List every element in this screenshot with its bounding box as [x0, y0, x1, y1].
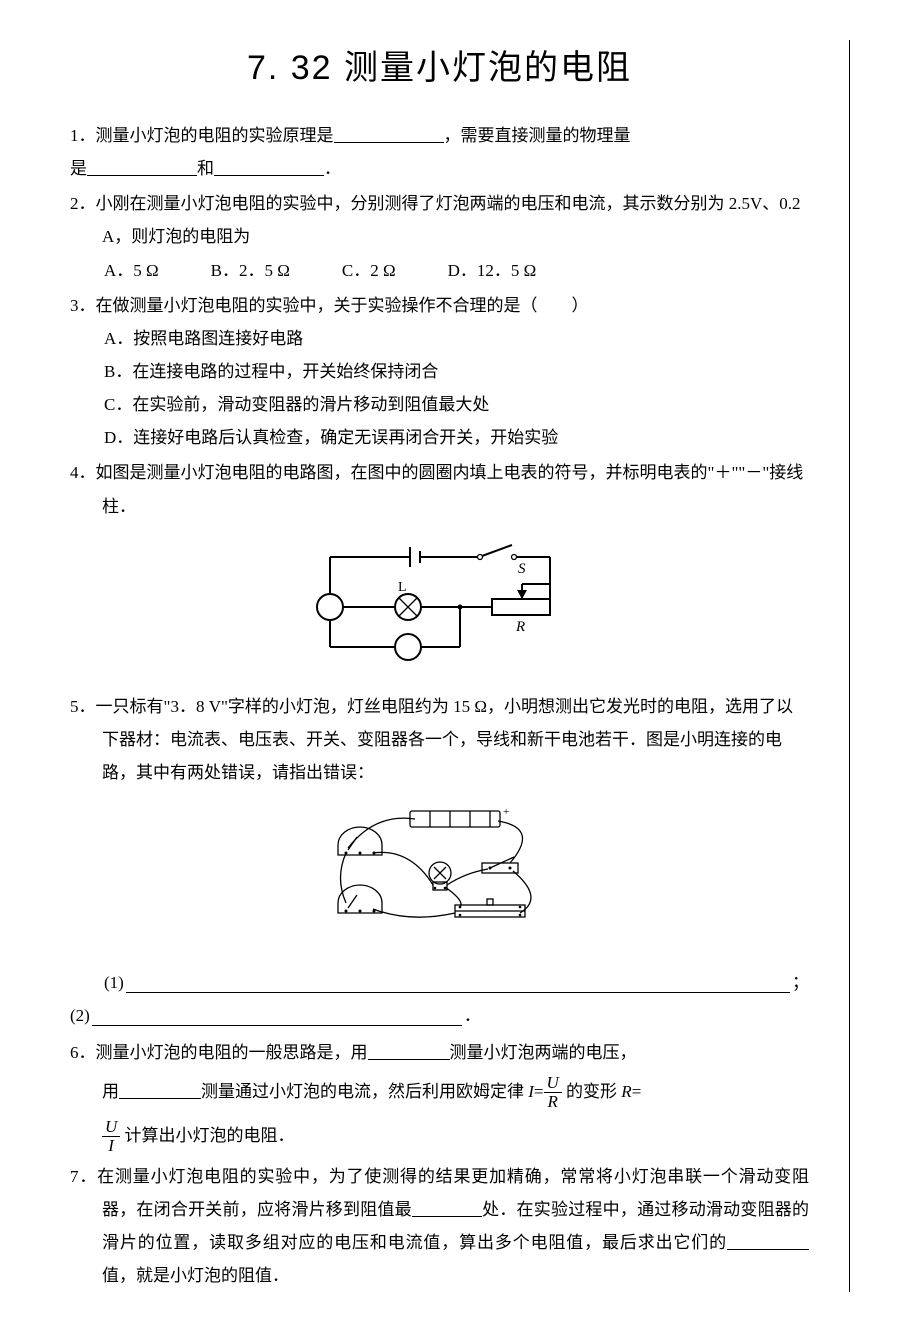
q3-opt-d[interactable]: D．连接好电路后认真检查，确定无误再闭合开关，开始实验	[104, 421, 809, 454]
q3-text: 在做测量小灯泡电阻的实验中，关于实验操作不合理的是（ ）	[96, 296, 589, 315]
q5-ans1-end: ；	[792, 966, 809, 999]
question-1: 1．测量小灯泡的电阻的实验原理是 ，需要直接测量的物理量 是 和 ．	[70, 119, 809, 185]
q6-b: 测量小灯泡两端的电压，	[450, 1043, 637, 1062]
q2-text: 小刚在测量小灯泡电阻的实验中，分别测得了灯泡两端的电压和电流，其示数分别为 2.…	[96, 194, 801, 246]
q3-opt-b[interactable]: B．在连接电路的过程中，开关始终保持闭合	[104, 355, 809, 388]
q7-num: 7．	[70, 1167, 97, 1186]
q6-num: 6．	[70, 1043, 96, 1062]
question-3: 3．在做测量小灯泡电阻的实验中，关于实验操作不合理的是（ ） A．按照电路图连接…	[70, 289, 809, 455]
q3-opt-c[interactable]: C．在实验前，滑动变阻器的滑片移动到阻值最大处	[104, 388, 809, 421]
q5-answer-2: (2) ．	[70, 999, 809, 1032]
question-7: 7．在测量小灯泡电阻的实验中，为了使测得的结果更加精确，常常将小灯泡串联一个滑动…	[70, 1160, 809, 1293]
label-r: R	[515, 619, 525, 635]
q4-num: 4．	[70, 463, 96, 482]
frac-u-over-i: UI	[102, 1118, 120, 1155]
q2-num: 2．	[70, 194, 96, 213]
q5-text: 一只标有"3．8 V"字样的小灯泡，灯丝电阻约为 15 Ω，小明想测出它发光时的…	[96, 697, 794, 782]
q6-eq2: =	[632, 1082, 642, 1101]
q1-blank-1[interactable]	[334, 125, 444, 143]
q6-a: 测量小灯泡的电阻的一般思路是，用	[96, 1043, 368, 1062]
q6-e: 的变形	[562, 1082, 622, 1101]
q6-d: 测量通过小灯泡的电流，然后利用欧姆定律	[201, 1082, 528, 1101]
wiring-diagram-icon: +	[315, 803, 565, 943]
svg-text:+: +	[503, 806, 509, 818]
q1-c: 是	[70, 159, 87, 178]
q4-text: 如图是测量小灯泡电阻的电路图，在图中的圆圈内填上电表的符号，并标明电表的"＋""…	[96, 463, 804, 515]
q5-blank-2[interactable]	[92, 1008, 462, 1026]
q5-answer-1: (1) ；	[70, 966, 809, 999]
q2-opt-d[interactable]: D．12．5 Ω	[448, 254, 537, 287]
q6-R2: R	[621, 1082, 631, 1101]
q4-figure: S R	[70, 537, 809, 672]
q1-b: ，需要直接测量的物理量	[444, 126, 631, 145]
q7-c: 值，就是小灯泡的阻值．	[102, 1266, 289, 1285]
question-5: 5．一只标有"3．8 V"字样的小灯泡，灯丝电阻约为 15 Ω，小明想测出它发光…	[70, 690, 809, 789]
page-title: 7. 32 测量小灯泡的电阻	[70, 40, 809, 89]
question-6: 6．测量小灯泡的电阻的一般思路是，用 测量小灯泡两端的电压， 用 测量通过小灯泡的电…	[70, 1036, 809, 1158]
q1-d: 和	[197, 159, 214, 178]
q2-opt-a[interactable]: A．5 Ω	[104, 254, 159, 287]
q3-options: A．按照电路图连接好电路 B．在连接电路的过程中，开关始终保持闭合 C．在实验前…	[70, 322, 809, 455]
q5-blank-1[interactable]	[126, 975, 790, 993]
q6-eq1: =	[534, 1082, 544, 1101]
q2-opt-b[interactable]: B．2．5 Ω	[211, 254, 290, 287]
q2-opt-c[interactable]: C．2 Ω	[342, 254, 396, 287]
q5-num: 5．	[70, 697, 96, 716]
q1-e: ．	[324, 159, 341, 178]
q7-blank-1[interactable]	[412, 1199, 482, 1217]
q5-figure: +	[70, 803, 809, 948]
question-2: 2．小刚在测量小灯泡电阻的实验中，分别测得了灯泡两端的电压和电流，其示数分别为 …	[70, 187, 809, 286]
q6-blank-1[interactable]	[368, 1042, 450, 1060]
q5-ans1-label: (1)	[104, 966, 124, 999]
q5-ans2-label: (2)	[70, 999, 90, 1032]
frac-u-over-r: UR	[544, 1074, 562, 1111]
q3-opt-a[interactable]: A．按照电路图连接好电路	[104, 322, 809, 355]
label-l: L	[398, 580, 407, 595]
q7-blank-2[interactable]	[727, 1232, 809, 1250]
q6-blank-2[interactable]	[119, 1081, 201, 1099]
q2-options: A．5 Ω B．2．5 Ω C．2 Ω D．12．5 Ω	[70, 254, 809, 287]
circuit-diagram-icon: S R	[300, 537, 580, 667]
q6-c: 用	[102, 1082, 119, 1101]
question-4: 4．如图是测量小灯泡电阻的电路图，在图中的圆圈内填上电表的符号，并标明电表的"＋…	[70, 456, 809, 522]
q1-a: 测量小灯泡的电阻的实验原理是	[96, 126, 334, 145]
q6-f: 计算出小灯泡的电阻．	[125, 1126, 295, 1145]
q1-num: 1．	[70, 126, 96, 145]
q5-ans2-end: ．	[464, 999, 481, 1032]
label-s: S	[518, 561, 526, 577]
q1-blank-2[interactable]	[87, 158, 197, 176]
q1-blank-3[interactable]	[214, 158, 324, 176]
q3-num: 3．	[70, 296, 96, 315]
